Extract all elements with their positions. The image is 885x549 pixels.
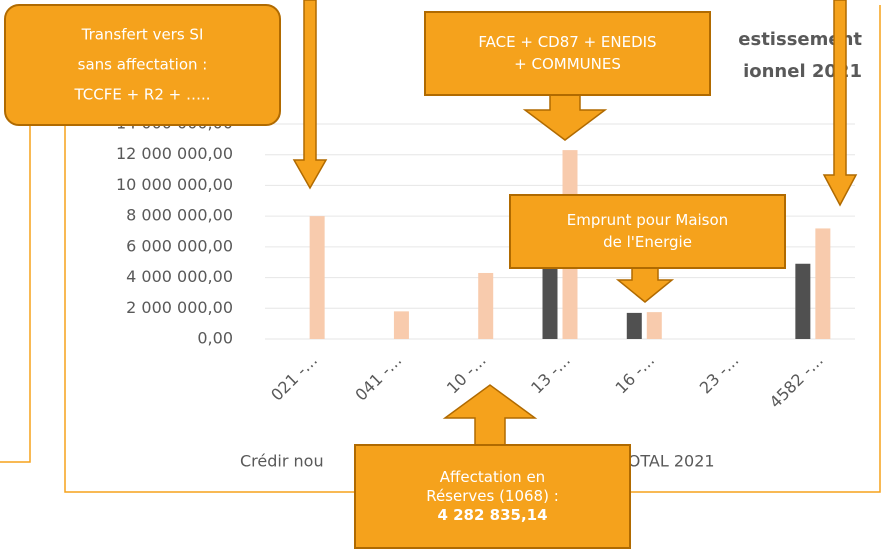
callout-text: Emprunt pour Maison bbox=[567, 211, 728, 229]
callouts: Transfert vers SI sans affectation : TCCFE… bbox=[4, 0, 858, 549]
bar bbox=[795, 263, 811, 339]
chart-title: ionnel 2021 bbox=[743, 61, 862, 82]
bar bbox=[815, 228, 831, 339]
legend-label: Crédir nou bbox=[240, 452, 324, 471]
callout-box bbox=[509, 194, 786, 269]
y-tick-label: 4 000 000,00 bbox=[126, 267, 233, 286]
callout-text: Réserves (1068) : bbox=[426, 487, 559, 505]
callout-text: TCCFE + R2 + ….. bbox=[73, 86, 210, 104]
y-tick-label: 8 000 000,00 bbox=[126, 206, 233, 225]
x-tick-label: 23 -… bbox=[696, 351, 743, 398]
bar bbox=[478, 272, 494, 339]
x-tick-label: 021 -… bbox=[267, 351, 321, 405]
arrow bbox=[442, 384, 538, 446]
callout-box bbox=[424, 11, 711, 96]
bar bbox=[646, 312, 662, 339]
x-tick-label: 13 -… bbox=[527, 351, 574, 398]
frame-line bbox=[0, 120, 31, 463]
chart-title: estissement bbox=[738, 29, 862, 50]
x-tick-label: 16 -… bbox=[611, 351, 658, 398]
bar bbox=[542, 262, 558, 339]
legend-label: TOTAL 2021 bbox=[617, 452, 715, 471]
y-tick-label: 0,00 bbox=[197, 329, 233, 348]
bar bbox=[626, 312, 642, 339]
y-tick-label: 6 000 000,00 bbox=[126, 236, 233, 255]
callout-text: FACE + CD87 + ENEDIS bbox=[478, 33, 656, 51]
callout-text: sans affectation : bbox=[78, 56, 208, 74]
callout-box bbox=[4, 4, 281, 126]
x-tick-label: 041 -… bbox=[351, 351, 405, 405]
bar bbox=[309, 216, 325, 339]
arrow bbox=[822, 0, 858, 207]
callout-text: de l'Energie bbox=[603, 233, 692, 251]
callout-box bbox=[354, 444, 631, 549]
arrow bbox=[615, 267, 675, 303]
arrow bbox=[522, 94, 608, 141]
callout-text: + COMMUNES bbox=[514, 55, 621, 73]
bar bbox=[393, 311, 409, 339]
y-tick-label: 10 000 000,00 bbox=[116, 175, 233, 194]
callout-text: 4 282 835,14 bbox=[437, 506, 547, 524]
y-tick-label: 12 000 000,00 bbox=[116, 144, 233, 163]
callout-text: Transfert vers SI bbox=[81, 26, 204, 44]
callout-text: Affectation en bbox=[440, 468, 545, 486]
y-tick-label: 2 000 000,00 bbox=[126, 298, 233, 317]
x-tick-label: 4582 -… bbox=[766, 351, 827, 412]
arrow bbox=[292, 0, 328, 190]
